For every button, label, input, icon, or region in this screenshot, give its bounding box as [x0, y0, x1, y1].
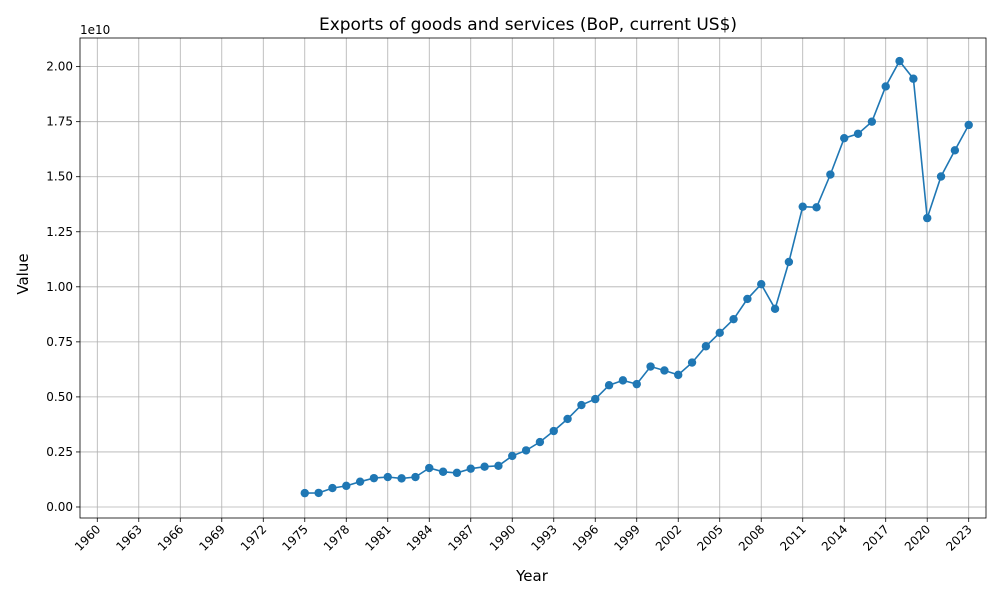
data-point [867, 117, 877, 126]
series-group [300, 56, 973, 498]
chart-title: Exports of goods and services (BoP, curr… [319, 15, 737, 35]
grid-lines [80, 38, 986, 518]
x-tick-label: 2014 [819, 522, 850, 553]
x-tick-label: 1978 [321, 522, 352, 553]
data-point [853, 129, 863, 138]
data-point [494, 461, 503, 471]
data-point [715, 328, 724, 338]
data-point [383, 472, 392, 482]
y-tick-label: 0.25 [46, 445, 73, 459]
y-tick-label: 1.00 [46, 280, 73, 294]
data-point [342, 481, 351, 491]
data-point [729, 314, 738, 324]
data-point [411, 472, 420, 482]
data-point [840, 133, 849, 143]
x-tick-label: 1990 [487, 522, 518, 553]
data-point [674, 370, 683, 380]
x-tick-label: 2011 [777, 522, 808, 553]
data-point [591, 394, 600, 404]
x-tick-label: 2023 [943, 522, 974, 553]
data-point [466, 464, 475, 473]
x-tick-label: 1987 [445, 522, 476, 553]
data-point [646, 362, 655, 371]
plot-frame [79, 37, 987, 519]
data-point [757, 279, 766, 289]
data-point [936, 172, 946, 181]
data-point [950, 146, 960, 155]
data-point [812, 203, 821, 212]
data-point [425, 463, 434, 473]
x-axis-ticks: 1960 1963 1966 1969 1972 1975 1978 1981 1984 1987… [72, 518, 975, 554]
data-point [604, 381, 614, 390]
data-point [508, 451, 517, 461]
x-tick-label: 1993 [528, 522, 559, 553]
data-point [563, 414, 572, 424]
data-point [826, 170, 835, 179]
data-point [660, 366, 669, 375]
x-axis-label: Year [515, 567, 549, 585]
x-tick-label: 2008 [736, 522, 767, 553]
data-point [535, 437, 545, 447]
data-point [923, 213, 932, 223]
data-point [632, 379, 641, 389]
x-tick-label: 2020 [902, 522, 933, 553]
y-axis-offset-label: 1e10 [80, 23, 110, 37]
data-point [798, 202, 807, 211]
y-tick-label: 1.75 [46, 115, 73, 129]
y-tick-label: 0.75 [46, 335, 73, 349]
data-point [369, 473, 379, 483]
data-point [300, 488, 309, 498]
x-tick-label: 1966 [155, 522, 186, 553]
y-tick-label: 1.50 [46, 170, 73, 184]
x-tick-label: 2017 [860, 522, 891, 553]
data-point [687, 358, 697, 367]
y-tick-label: 1.25 [46, 225, 73, 239]
x-tick-label: 1972 [238, 522, 269, 553]
y-tick-label: 0.00 [46, 500, 73, 514]
data-point [618, 376, 628, 385]
data-point [328, 483, 337, 493]
data-point [397, 474, 406, 483]
y-tick-label: 2.00 [46, 60, 73, 74]
x-tick-label: 1996 [570, 522, 601, 553]
data-point [452, 468, 462, 478]
x-tick-label: 2002 [653, 522, 684, 553]
x-tick-label: 1984 [404, 522, 435, 553]
data-point [895, 56, 904, 66]
data-point [770, 304, 780, 314]
y-axis-ticks: 0.00 0.25 0.50 0.75 1.00 1.25 1.50 1.75 2.00 [46, 60, 80, 514]
y-axis-label: Value [14, 253, 32, 294]
x-tick-label: 1981 [362, 522, 393, 553]
x-tick-label: 1963 [113, 522, 144, 553]
data-point [438, 467, 448, 476]
data-point [549, 426, 558, 436]
data-point [314, 488, 323, 498]
x-tick-label: 1969 [196, 522, 227, 553]
x-tick-label: 1960 [72, 522, 103, 553]
data-point [909, 74, 918, 83]
data-point [521, 446, 531, 455]
data-point [743, 294, 752, 304]
x-tick-label: 1975 [279, 522, 310, 553]
data-point [355, 477, 365, 486]
data-point [577, 400, 586, 410]
x-tick-label: 2005 [694, 522, 725, 553]
y-tick-label: 0.50 [46, 390, 73, 404]
data-point [480, 462, 489, 471]
data-point [784, 257, 794, 267]
data-point [701, 342, 711, 351]
x-tick-label: 1999 [611, 522, 642, 553]
data-point [881, 82, 890, 91]
data-point [964, 120, 973, 130]
